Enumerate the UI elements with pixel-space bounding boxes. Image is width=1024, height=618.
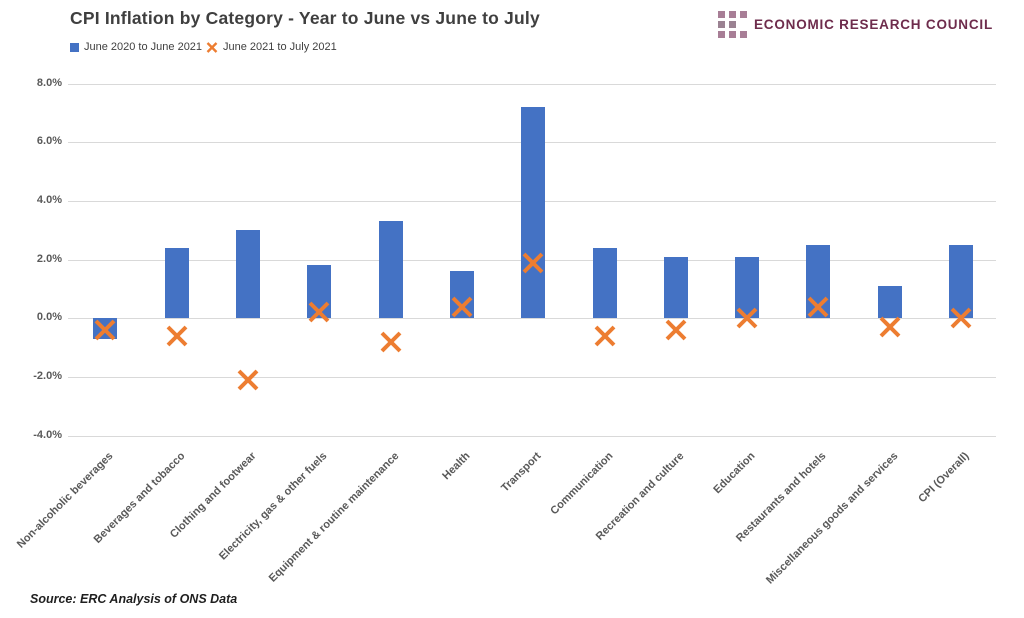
gridline — [68, 435, 996, 437]
blue-square-icon — [70, 42, 79, 52]
bar-june2020-to-june2021 — [663, 256, 688, 319]
x-marker-june2021-to-july2021 — [93, 319, 117, 341]
legend-item-year-to-june: June 2020 to June 2021 — [70, 41, 202, 53]
y-axis-tick-label: -4.0% — [33, 428, 62, 441]
y-axis-tick-label: 4.0% — [36, 193, 62, 206]
y-axis-tick-label: 2.0% — [36, 252, 62, 265]
gridline — [68, 377, 996, 378]
bar-june2020-to-june2021 — [236, 230, 260, 319]
y-axis-tick-label: -2.0% — [33, 370, 62, 382]
erc-logo-squares-icon — [717, 11, 747, 38]
gridline — [68, 318, 996, 320]
gridline — [68, 83, 996, 85]
y-axis-tick-label: 6.0% — [36, 135, 62, 148]
logo-square — [717, 11, 725, 18]
x-axis-category-label: Education — [711, 450, 758, 497]
bar-june2020-to-june2021 — [949, 244, 973, 319]
chart-title: CPI Inflation by Category - Year to June… — [70, 8, 540, 28]
x-axis-category-label: Transport — [499, 450, 544, 495]
logo-square — [728, 21, 736, 28]
legend-item-june-to-july: June 2021 to July 2021 — [206, 41, 337, 53]
x-marker-june2021-to-july2021 — [521, 252, 545, 274]
logo-square — [739, 31, 747, 38]
x-axis-category-label: Restaurants and hotels — [734, 450, 829, 545]
y-axis-tick-label: 8.0% — [36, 76, 62, 89]
x-marker-june2021-to-july2021 — [878, 316, 902, 338]
erc-logo: ECONOMIC RESEARCH COUNCIL — [717, 11, 993, 38]
bar-june2020-to-june2021 — [307, 265, 332, 319]
y-axis-tick-label: 0.0% — [36, 311, 62, 324]
source-note: Source: ERC Analysis of ONS Data — [30, 592, 238, 606]
x-axis-category-label: Beverages and tobacco — [91, 450, 188, 546]
legend-label-year-to-june: June 2020 to June 2021 — [84, 41, 203, 53]
x-marker-june2021-to-july2021 — [735, 307, 759, 329]
bar-june2020-to-june2021 — [521, 106, 546, 319]
x-marker-june2021-to-july2021 — [165, 325, 189, 347]
x-marker-june2021-to-july2021 — [307, 301, 331, 323]
bar-june2020-to-june2021 — [449, 271, 474, 319]
x-marker-june2021-to-july2021 — [664, 319, 688, 341]
x-axis-category-label: Clothing and footwear — [167, 450, 259, 541]
bar-june2020-to-june2021 — [877, 286, 902, 319]
erc-logo-text: ECONOMIC RESEARCH COUNCIL — [753, 17, 993, 32]
bar-june2020-to-june2021 — [735, 256, 760, 319]
x-axis-category-label: Recreation and culture — [593, 450, 687, 543]
x-marker-june2021-to-july2021 — [593, 325, 617, 347]
bar-june2020-to-june2021 — [592, 247, 617, 319]
x-axis-category-label: Communication — [547, 450, 615, 518]
x-marker-june2021-to-july2021 — [450, 296, 474, 318]
bar-june2020-to-june2021 — [164, 247, 189, 319]
bar-june2020-to-june2021 — [378, 221, 403, 319]
x-marker-june2021-to-july2021 — [949, 307, 973, 329]
orange-x-icon — [206, 41, 218, 53]
x-marker-june2021-to-july2021 — [379, 331, 403, 353]
x-axis-category-label: Equipment & routine maintenance — [266, 450, 402, 585]
x-axis-category-label: Health — [440, 450, 473, 483]
logo-square — [739, 11, 747, 18]
logo-square — [717, 31, 725, 38]
x-axis-category-label: Miscellaneous goods and services — [763, 450, 901, 587]
legend-label-june-to-july: June 2021 to July 2021 — [223, 41, 337, 53]
logo-square — [717, 21, 725, 28]
x-marker-june2021-to-july2021 — [806, 296, 830, 318]
x-marker-june2021-to-july2021 — [236, 369, 260, 391]
logo-square — [728, 11, 736, 18]
x-axis-category-label: CPI (Overall) — [916, 450, 972, 506]
logo-square — [728, 31, 736, 38]
x-axis-category-label: Electricity, gas & other fuels — [217, 450, 330, 563]
